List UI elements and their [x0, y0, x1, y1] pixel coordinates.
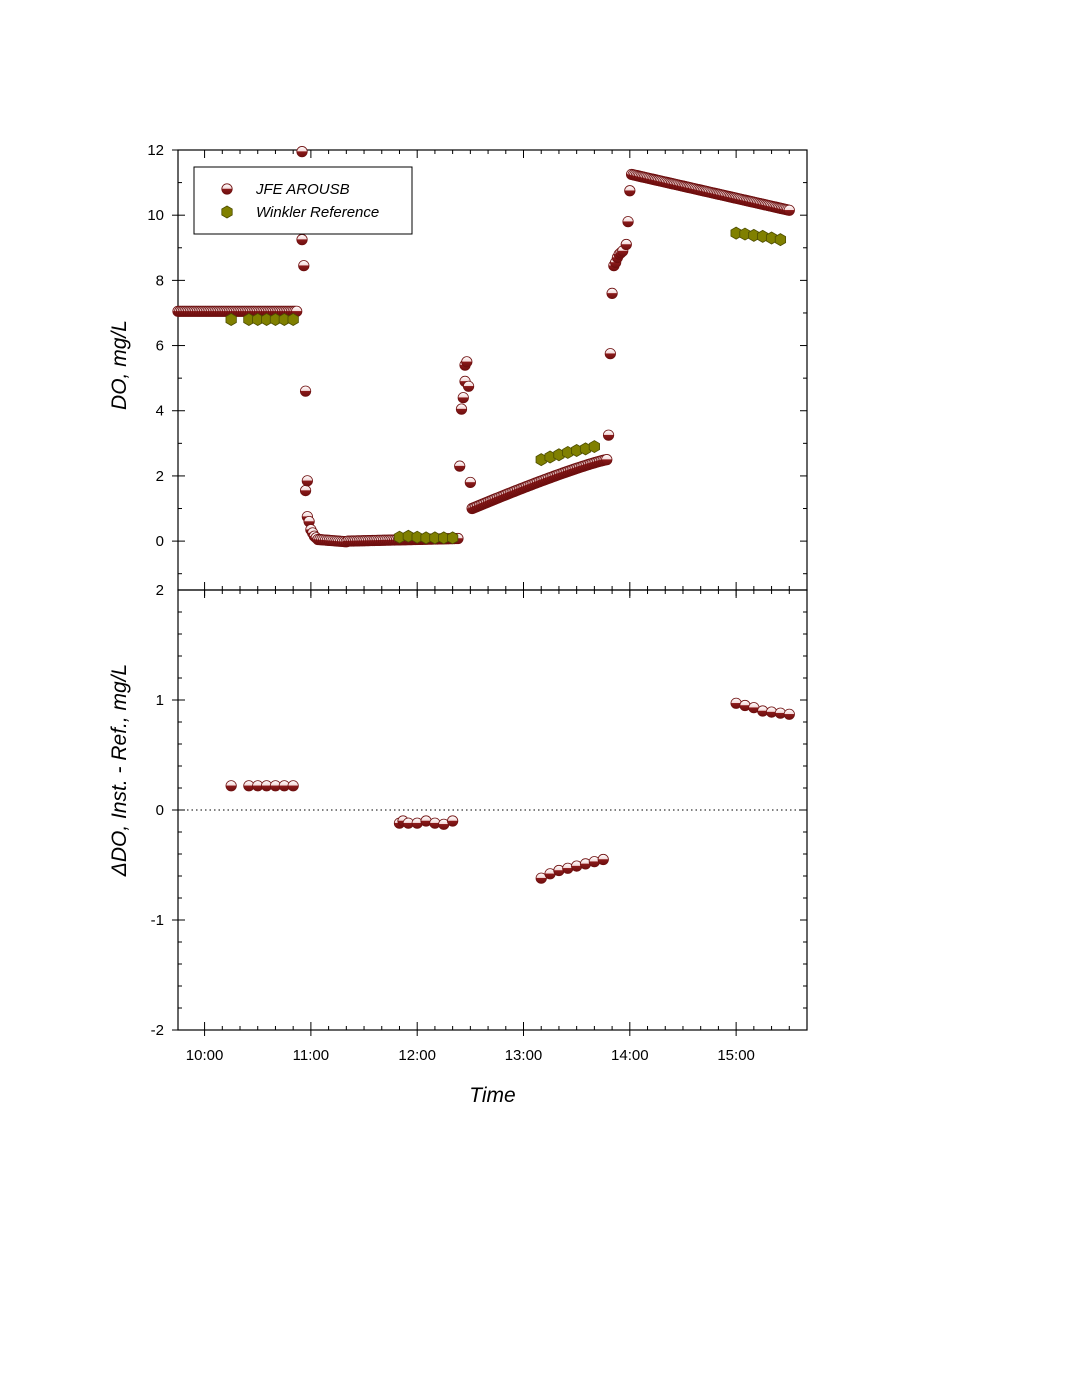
- data-point-marker: [296, 234, 308, 246]
- data-point: [455, 403, 468, 415]
- data-point-marker: [454, 460, 466, 472]
- data-point: [601, 454, 613, 466]
- data-point: [454, 460, 466, 472]
- data-point-marker: [447, 815, 459, 827]
- x-tick-label: 11:00: [293, 1047, 329, 1064]
- legend-label-jfe: JFE AROUSB: [255, 181, 350, 198]
- x-tick-label: 15:00: [717, 1047, 755, 1064]
- top-y-tick-label: 4: [156, 403, 164, 420]
- data-point: [225, 780, 237, 792]
- data-point: [464, 476, 476, 489]
- reference-point: [774, 233, 787, 247]
- reference-point: [221, 205, 233, 219]
- data-point-marker: [298, 260, 310, 272]
- data-point-marker: [597, 853, 609, 866]
- top-y-tick-label: 0: [156, 533, 164, 550]
- top-y-tick-label: 12: [147, 142, 164, 159]
- data-point-marker: [225, 780, 237, 792]
- reference-point: [588, 440, 600, 454]
- data-point-marker: [622, 216, 634, 228]
- reference-point: [287, 313, 299, 326]
- data-point: [457, 392, 469, 404]
- bottom-plot-frame: [177, 589, 808, 1031]
- x-axis-title: Time: [469, 1084, 515, 1107]
- data-point-marker: [457, 392, 469, 404]
- top-y-tick-label: 10: [147, 207, 164, 224]
- data-point-marker: [299, 484, 312, 497]
- data-point: [622, 216, 634, 228]
- data-point: [620, 238, 632, 251]
- data-point: [462, 380, 475, 392]
- x-tick-label: 10:00: [186, 1047, 224, 1064]
- data-point-marker: [462, 380, 475, 392]
- data-point-marker: [535, 872, 547, 884]
- reference-point: [757, 229, 769, 243]
- data-point: [447, 815, 459, 827]
- data-point-marker: [296, 146, 308, 158]
- data-point: [221, 183, 233, 195]
- bottom-y-tick-label: -2: [151, 1022, 164, 1039]
- top-y-tick-label: 8: [156, 272, 164, 289]
- data-point: [783, 204, 795, 216]
- data-point-marker: [606, 287, 618, 300]
- data-point-marker: [299, 385, 312, 397]
- x-tick-label: 12:00: [398, 1047, 436, 1064]
- data-point-marker: [601, 454, 613, 466]
- data-point-marker: [455, 403, 468, 415]
- legend: JFE AROUSB Winkler Reference: [193, 166, 413, 235]
- data-point: [301, 475, 313, 487]
- reference-point: [447, 531, 459, 545]
- data-point: [296, 146, 308, 158]
- data-point-marker: [602, 429, 615, 441]
- data-point-marker: [783, 204, 795, 216]
- legend-box: [193, 166, 413, 235]
- data-point-marker: [624, 185, 636, 197]
- reference-point: [765, 231, 778, 245]
- data-point: [783, 708, 795, 720]
- data-point: [606, 287, 618, 300]
- top-y-tick-label: 2: [156, 468, 164, 485]
- legend-label-winkler: Winkler Reference: [256, 204, 379, 221]
- x-tick-label: 13:00: [505, 1047, 543, 1064]
- top-y-tick-label: 6: [156, 338, 164, 355]
- data-point-marker: [783, 708, 795, 720]
- bottom-y-axis-title: ΔDO, Inst. - Ref., mg/L: [108, 664, 131, 877]
- data-point: [597, 853, 609, 866]
- data-point: [624, 185, 636, 197]
- data-point: [461, 356, 473, 368]
- bottom-y-tick-label: -1: [151, 912, 164, 929]
- x-tick-label: 14:00: [611, 1047, 649, 1064]
- data-point: [604, 348, 616, 360]
- top-y-axis-title: DO, mg/L: [108, 320, 131, 410]
- data-point-marker: [604, 348, 616, 360]
- data-point-marker: [464, 476, 476, 489]
- data-point: [535, 872, 547, 884]
- data-point-marker: [620, 238, 632, 251]
- data-point: [296, 234, 308, 246]
- bottom-y-tick-label: 1: [156, 692, 164, 709]
- data-point: [287, 780, 299, 792]
- data-point: [299, 484, 312, 497]
- data-point-marker: [301, 475, 313, 487]
- reference-point: [225, 313, 237, 326]
- data-point-marker: [461, 356, 473, 368]
- data-point: [298, 260, 310, 272]
- data-point: [602, 429, 615, 441]
- bottom-y-tick-label: 0: [156, 802, 164, 819]
- data-point: [299, 385, 312, 397]
- data-point-marker: [221, 183, 233, 195]
- data-point-marker: [287, 780, 299, 792]
- top-y-tick-label-bottom: 2: [156, 582, 164, 599]
